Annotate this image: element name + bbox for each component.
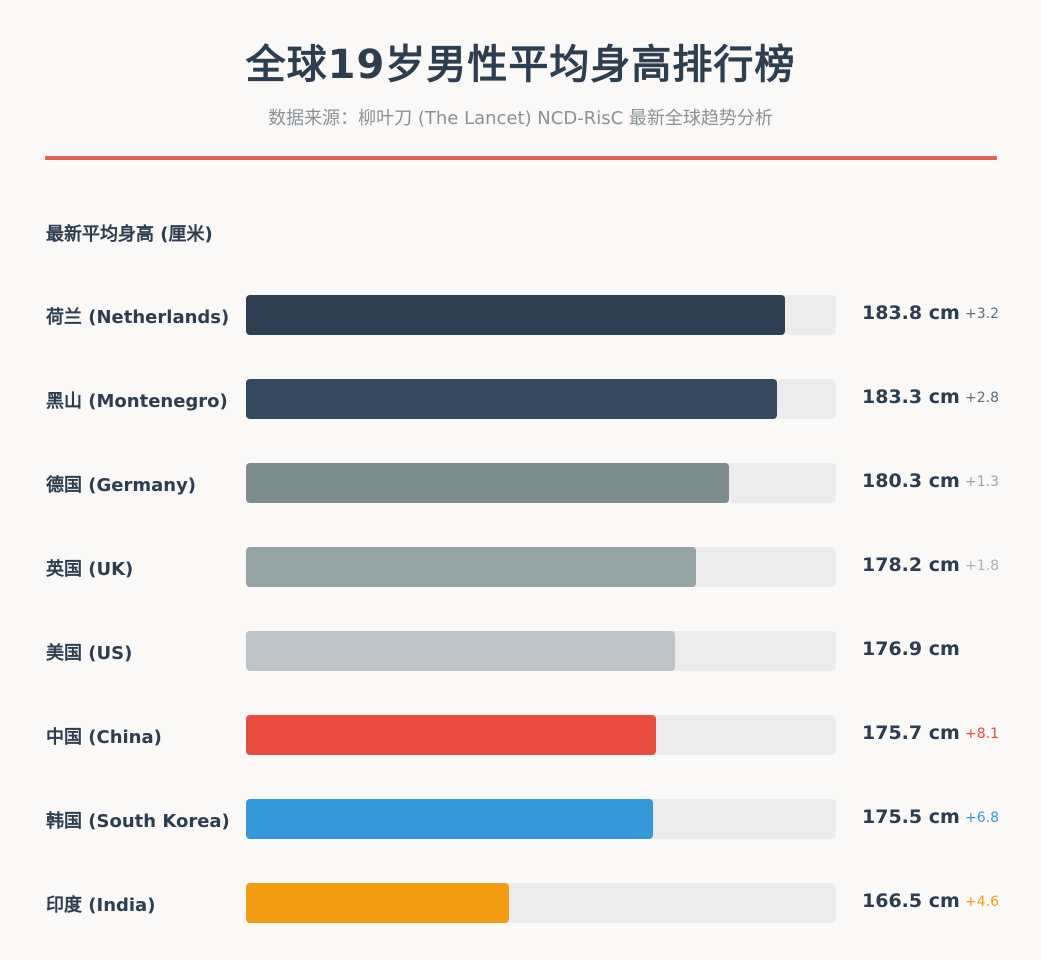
bar-track [246,295,836,335]
bar-category-label: 中国 (China) [46,727,162,748]
bar-change-label: +1.3 [965,474,999,490]
bar-change-label: +1.8 [965,558,999,574]
bar [246,715,656,755]
bar-value-label: 175.7 cm [862,722,960,744]
page-title: 全球19岁男性平均身高排行榜 [245,42,796,88]
bar [246,631,675,671]
bar-value-label: 166.5 cm [862,890,960,912]
bar-category-label: 荷兰 (Netherlands) [46,307,230,328]
bar-track [246,715,836,755]
bar-value-label: 176.9 cm [862,638,960,660]
bar [246,295,785,335]
bar-category-label: 美国 (US) [46,643,133,664]
bar-change-label: +4.6 [965,894,999,910]
bar-category-label: 德国 (Germany) [46,475,197,496]
bar-value-label: 175.5 cm [862,806,960,828]
bar-row: 英国 (UK) 178.2 cm +1.8 [0,547,1041,587]
bar-track [246,463,836,503]
bar-track [246,631,836,671]
source-subtitle: 数据来源：柳叶刀 (The Lancet) NCD-RisC 最新全球趋势分析 [268,108,773,129]
bar-category-label: 黑山 (Montenegro) [46,391,228,412]
bar-row: 韩国 (South Korea) 175.5 cm +6.8 [0,799,1041,839]
bar-value-label: 183.8 cm [862,302,960,324]
bar-category-label: 印度 (India) [46,895,156,916]
bar [246,547,696,587]
divider [45,156,997,160]
bar-row: 美国 (US) 176.9 cm [0,631,1041,671]
bar-row: 黑山 (Montenegro) 183.3 cm +2.8 [0,379,1041,419]
bar-track [246,379,836,419]
bar-track [246,883,836,923]
bar-change-label: +8.1 [965,726,999,742]
bar-category-label: 韩国 (South Korea) [46,811,230,832]
bar-value-label: 183.3 cm [862,386,960,408]
bar-value-label: 178.2 cm [862,554,960,576]
bar-change-label: +3.2 [965,306,999,322]
bar-change-label: +2.8 [965,390,999,406]
bar-row: 荷兰 (Netherlands) 183.8 cm +3.2 [0,295,1041,335]
bar-row: 中国 (China) 175.7 cm +8.1 [0,715,1041,755]
bar [246,379,777,419]
bar [246,463,730,503]
bar [246,883,510,923]
bar-value-label: 180.3 cm [862,470,960,492]
bar-change-label: +6.8 [965,810,999,826]
bar-row: 德国 (Germany) 180.3 cm +1.3 [0,463,1041,503]
bar-track [246,547,836,587]
bar-category-label: 英国 (UK) [46,559,134,580]
bar [246,799,653,839]
chart-axis-label: 最新平均身高 (厘米) [46,224,213,245]
bar-row: 印度 (India) 166.5 cm +4.6 [0,883,1041,923]
bar-track [246,799,836,839]
